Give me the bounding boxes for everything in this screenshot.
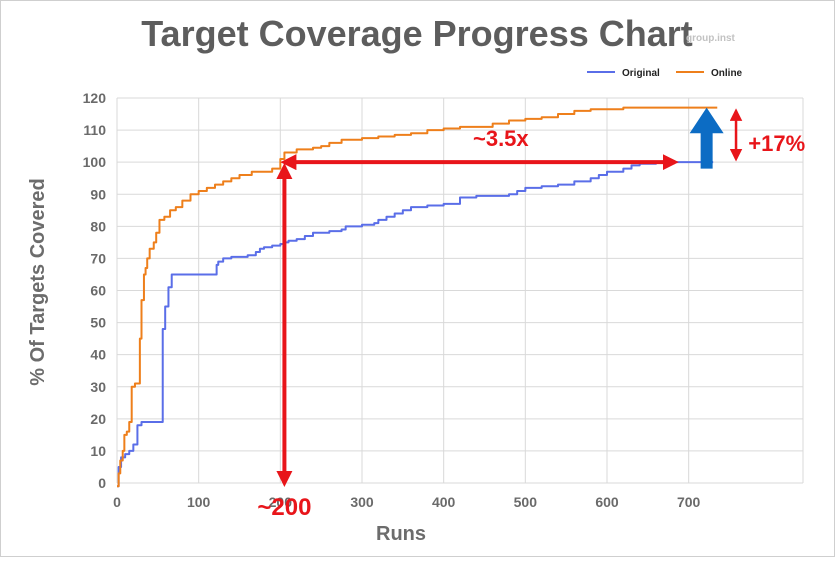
x-axis-ticks: 0 100 200 300 400 500 600 700 <box>113 494 700 510</box>
y-tick-label: 50 <box>90 315 106 331</box>
y-tick-label: 120 <box>83 90 107 106</box>
series-line-original <box>117 161 714 488</box>
legend-label-online: Online <box>711 68 743 79</box>
y-tick-label: 0 <box>98 475 106 491</box>
y-tick-label: 110 <box>83 122 106 138</box>
x-tick-label: 400 <box>432 494 456 510</box>
x-tick-label: 300 <box>350 494 374 510</box>
y-tick-label: 100 <box>83 154 107 170</box>
chart-title: Target Coverage Progress Chart <box>141 13 693 54</box>
chart-annotations: ~3.5x ~200 +17% <box>257 107 805 521</box>
y-tick-label: 10 <box>90 443 106 459</box>
y-axis-label: % Of Targets Covered <box>27 178 49 385</box>
legend-label-original: Original <box>622 68 660 79</box>
x-axis-label: Runs <box>376 523 426 545</box>
series-line-online <box>117 106 718 488</box>
y-tick-label: 30 <box>90 379 106 395</box>
y-tick-label: 60 <box>90 283 106 299</box>
annotation-3-5x: ~3.5x <box>473 126 529 151</box>
x-tick-label: 0 <box>113 494 121 510</box>
y-tick-label: 80 <box>90 218 106 234</box>
y-tick-label: 70 <box>90 250 106 266</box>
y-tick-label: 40 <box>90 347 106 363</box>
chart-legend: Original Online <box>587 68 743 79</box>
blue-up-arrow <box>689 107 724 169</box>
x-tick-label: 500 <box>514 494 538 510</box>
y-tick-label: 20 <box>90 411 106 427</box>
x-tick-label: 200 <box>269 494 293 510</box>
chart-watermark: group.inst <box>686 33 736 44</box>
x-tick-label: 700 <box>677 494 701 510</box>
y-tick-label: 90 <box>90 186 106 202</box>
x-tick-label: 100 <box>187 494 211 510</box>
annotation-17-percent: +17% <box>748 131 805 156</box>
y-axis-ticks: 0 10 20 30 40 50 60 70 80 90 100 110 120 <box>83 90 107 491</box>
x-tick-label: 600 <box>595 494 619 510</box>
annotation-200: ~200 <box>257 494 311 521</box>
chart-series <box>117 106 718 488</box>
chart-grid <box>116 97 804 484</box>
